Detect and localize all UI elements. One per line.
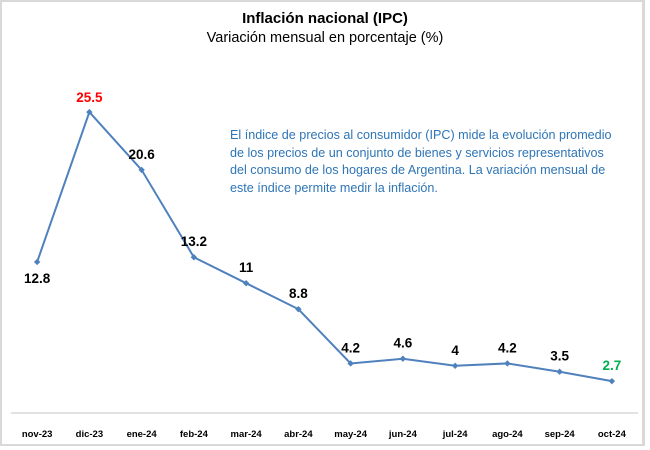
data-label: 12.8 [24,271,51,286]
x-tick-label: sep-24 [545,429,576,440]
annotation-line: este índice permite medir la inflación. [230,180,438,195]
data-point-marker [86,108,93,116]
chart-subtitle: Variación mensual en porcentaje (%) [206,30,444,46]
data-point-marker [347,360,354,367]
chart-title: Inflación nacional (IPC) [242,10,408,27]
x-tick-label: abr-24 [284,429,313,440]
data-label: 3.5 [550,349,569,364]
data-label: 20.6 [128,147,155,162]
annotation-line: de los precios de un conjunto de bienes … [230,145,604,160]
data-point-marker [504,360,511,367]
x-tick-labels: nov-23 dic-23 ene-24 feb-24 mar-24 abr-24 may-… [22,429,627,440]
annotation-line: del consumo de los hogares de Argentina.… [230,163,606,177]
data-point-marker [608,377,616,385]
data-label: 4.2 [498,340,517,355]
x-tick-label: may-24 [334,429,367,440]
data-label: 11 [239,260,254,275]
x-tick-label: dic-23 [76,429,103,440]
data-label: 4.6 [393,336,412,351]
series-line [36,110,613,383]
x-tick-label: ene-24 [127,429,158,440]
data-point-marker [399,355,407,362]
data-labels: 12.8 25.5 20.6 13.2 11 8.8 4.2 4.6 4 4.2 3.5 2.7 [24,90,621,373]
data-point-marker [556,368,563,375]
data-label: 25.5 [76,90,103,105]
x-tick-label: feb-24 [180,429,209,440]
x-tick-label: mar-24 [231,429,263,440]
x-tick-label: nov-23 [22,429,53,440]
data-label: 8.8 [289,286,308,301]
annotation-line: El índice de precios al consumidor (IPC)… [230,128,612,142]
chart-annotation: El índice de precios al consumidor (IPC)… [230,127,650,197]
data-point-marker [190,254,198,261]
data-label: 2.7 [602,358,621,373]
x-tick-label: jul-24 [442,429,469,440]
data-point-marker [242,280,250,287]
data-markers [33,108,616,385]
data-label: 4.2 [341,340,360,355]
data-point-marker [138,166,145,174]
x-tick-label: jun-24 [388,429,418,440]
data-label: 13.2 [181,234,207,249]
data-point-marker [295,305,302,313]
x-tick-label: oct-24 [598,429,627,440]
data-label: 4 [451,343,459,358]
data-point-marker [33,258,41,266]
x-tick-label: ago-24 [492,429,523,440]
data-point-marker [451,362,459,369]
